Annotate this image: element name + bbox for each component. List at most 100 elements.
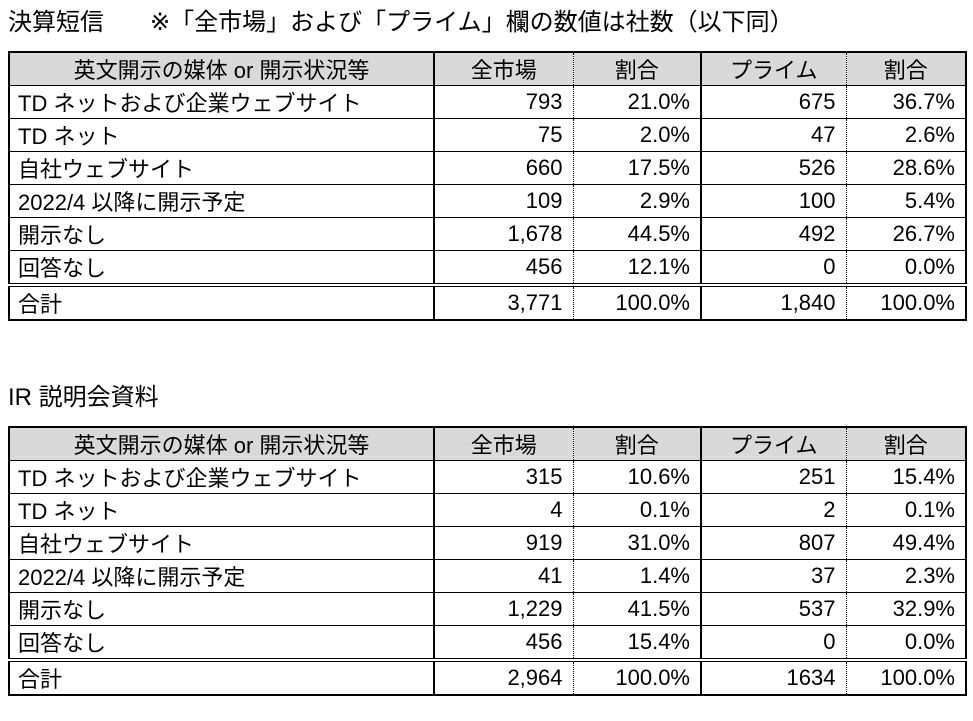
header-row: 英文開示の媒体 or 開示状況等 全市場 割合 プライム 割合: [9, 427, 966, 461]
table-row: TD ネットおよび企業ウェブサイト 793 21.0% 675 36.7%: [9, 85, 966, 119]
cell-label: 回答なし: [9, 625, 434, 660]
cell-ratio-prime: 49.4%: [845, 526, 966, 560]
cell-prime: 526: [700, 151, 846, 185]
section-ir-setsumeikai: IR 説明会資料 英文開示の媒体 or 開示状況等 全市場 割合 プライム 割合…: [8, 383, 967, 696]
cell-label: 2022/4 以降に開示予定: [9, 184, 434, 218]
cell-ratio-all: 2.0%: [572, 118, 701, 152]
cell-ratio-prime: 0.0%: [845, 250, 966, 285]
cell-ratio-all: 0.1%: [572, 493, 701, 527]
cell-label: 自社ウェブサイト: [9, 151, 434, 185]
column-header-media: 英文開示の媒体 or 開示状況等: [9, 427, 434, 461]
cell-ratio-all: 31.0%: [572, 526, 701, 560]
cell-total-ratio-prime: 100.0%: [845, 283, 966, 320]
cell-ratio-prime: 32.9%: [845, 592, 966, 626]
cell-prime: 37: [700, 559, 846, 593]
section-title: 決算短信: [8, 9, 104, 36]
table-row: 2022/4 以降に開示予定 109 2.9% 100 5.4%: [9, 184, 966, 218]
cell-label: 自社ウェブサイト: [9, 526, 434, 560]
cell-total-ratio-all: 100.0%: [572, 283, 701, 320]
cell-total-all-market: 3,771: [433, 283, 573, 320]
column-header-prime: プライム: [700, 52, 846, 86]
column-header-ratio-all: 割合: [572, 52, 701, 86]
cell-total-label: 合計: [9, 283, 434, 320]
cell-ratio-all: 17.5%: [572, 151, 701, 185]
cell-ratio-all: 10.6%: [572, 460, 701, 494]
table-row: 開示なし 1,229 41.5% 537 32.9%: [9, 592, 966, 626]
section-title-line: IR 説明会資料: [8, 383, 965, 413]
cell-all-market: 315: [433, 460, 573, 494]
cell-ratio-prime: 28.6%: [845, 151, 966, 185]
table-row: TD ネットおよび企業ウェブサイト 315 10.6% 251 15.4%: [9, 460, 966, 494]
table-row: TD ネット 4 0.1% 2 0.1%: [9, 493, 966, 527]
cell-prime: 537: [700, 592, 846, 626]
cell-ratio-all: 12.1%: [572, 250, 701, 285]
cell-prime: 675: [700, 85, 846, 119]
cell-ratio-prime: 26.7%: [845, 217, 966, 251]
section-kessan-tanshin: 決算短信 ※「全市場」および「プライム」欄の数値は社数（以下同） 英文開示の媒体 …: [8, 8, 967, 321]
column-header-all-market: 全市場: [433, 427, 573, 461]
table-row: 2022/4 以降に開示予定 41 1.4% 37 2.3%: [9, 559, 966, 593]
cell-prime: 0: [700, 250, 846, 285]
cell-all-market: 75: [433, 118, 573, 152]
cell-all-market: 660: [433, 151, 573, 185]
cell-prime: 47: [700, 118, 846, 152]
cell-all-market: 456: [433, 250, 573, 285]
cell-label: 回答なし: [9, 250, 434, 285]
cell-ratio-prime: 0.0%: [845, 625, 966, 660]
cell-ratio-prime: 36.7%: [845, 85, 966, 119]
cell-label: TD ネット: [9, 118, 434, 152]
cell-ratio-prime: 5.4%: [845, 184, 966, 218]
disclosure-table-ir: 英文開示の媒体 or 開示状況等 全市場 割合 プライム 割合 TD ネットおよ…: [8, 426, 967, 696]
cell-ratio-prime: 2.6%: [845, 118, 966, 152]
cell-prime: 2: [700, 493, 846, 527]
cell-prime: 100: [700, 184, 846, 218]
cell-all-market: 456: [433, 625, 573, 660]
disclosure-table-kessan: 英文開示の媒体 or 開示状況等 全市場 割合 プライム 割合 TD ネットおよ…: [8, 51, 967, 321]
cell-ratio-all: 21.0%: [572, 85, 701, 119]
cell-prime: 0: [700, 625, 846, 660]
cell-ratio-all: 2.9%: [572, 184, 701, 218]
cell-label: 開示なし: [9, 592, 434, 626]
cell-prime: 251: [700, 460, 846, 494]
table-row: TD ネット 75 2.0% 47 2.6%: [9, 118, 966, 152]
cell-prime: 492: [700, 217, 846, 251]
cell-total-ratio-all: 100.0%: [572, 658, 701, 695]
section-note: ※「全市場」および「プライム」欄の数値は社数（以下同）: [150, 9, 794, 36]
cell-all-market: 793: [433, 85, 573, 119]
table-row: 開示なし 1,678 44.5% 492 26.7%: [9, 217, 966, 251]
cell-ratio-prime: 15.4%: [845, 460, 966, 494]
cell-ratio-all: 15.4%: [572, 625, 701, 660]
cell-total-all-market: 2,964: [433, 658, 573, 695]
cell-total-ratio-prime: 100.0%: [845, 658, 966, 695]
cell-all-market: 1,229: [433, 592, 573, 626]
table-row: 回答なし 456 12.1% 0 0.0%: [9, 250, 966, 285]
cell-prime: 807: [700, 526, 846, 560]
column-header-ratio-prime: 割合: [845, 427, 966, 461]
column-header-ratio-all: 割合: [572, 427, 701, 461]
cell-all-market: 109: [433, 184, 573, 218]
column-header-all-market: 全市場: [433, 52, 573, 86]
cell-ratio-all: 41.5%: [572, 592, 701, 626]
cell-label: 2022/4 以降に開示予定: [9, 559, 434, 593]
column-header-ratio-prime: 割合: [845, 52, 966, 86]
total-row: 合計 2,964 100.0% 1634 100.0%: [9, 658, 966, 695]
header-row: 英文開示の媒体 or 開示状況等 全市場 割合 プライム 割合: [9, 52, 966, 86]
table-row: 自社ウェブサイト 919 31.0% 807 49.4%: [9, 526, 966, 560]
cell-all-market: 41: [433, 559, 573, 593]
cell-total-prime: 1634: [700, 658, 846, 695]
column-header-media: 英文開示の媒体 or 開示状況等: [9, 52, 434, 86]
cell-all-market: 4: [433, 493, 573, 527]
column-header-prime: プライム: [700, 427, 846, 461]
cell-ratio-all: 1.4%: [572, 559, 701, 593]
table-row: 自社ウェブサイト 660 17.5% 526 28.6%: [9, 151, 966, 185]
cell-ratio-prime: 2.3%: [845, 559, 966, 593]
cell-label: TD ネット: [9, 493, 434, 527]
cell-total-label: 合計: [9, 658, 434, 695]
cell-all-market: 1,678: [433, 217, 573, 251]
cell-label: 開示なし: [9, 217, 434, 251]
cell-label: TD ネットおよび企業ウェブサイト: [9, 460, 434, 494]
cell-total-prime: 1,840: [700, 283, 846, 320]
total-row: 合計 3,771 100.0% 1,840 100.0%: [9, 283, 966, 320]
section-title: IR 説明会資料: [8, 384, 159, 411]
